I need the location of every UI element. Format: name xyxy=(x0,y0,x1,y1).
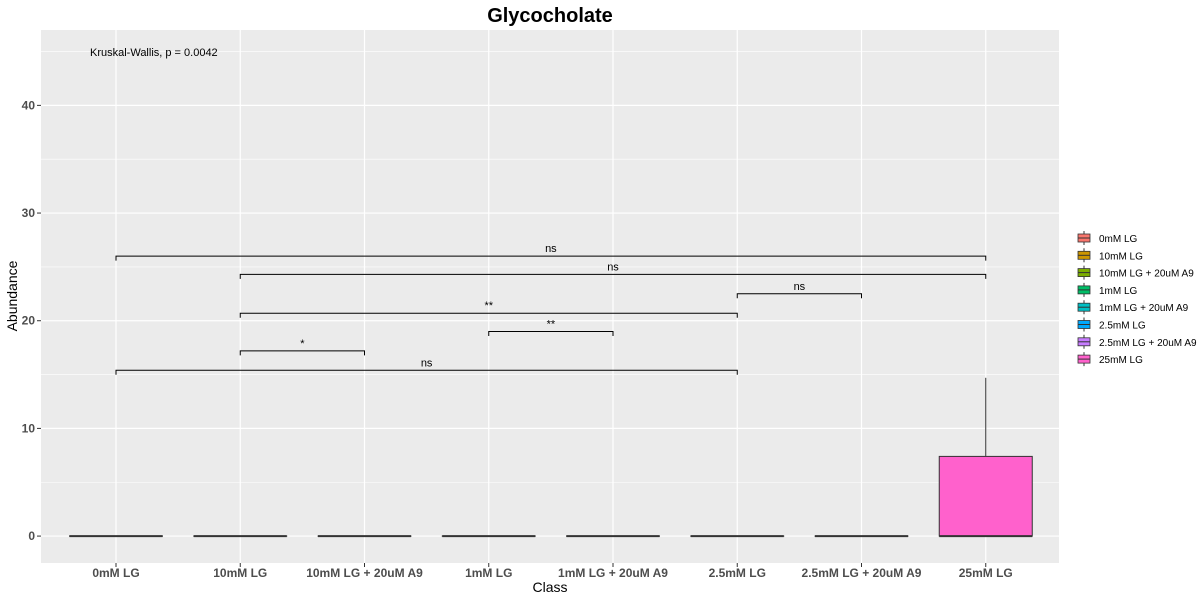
comparison-bracket xyxy=(736,293,862,299)
grid-minor xyxy=(41,51,1059,483)
y-axis: 0 10 20 30 40 xyxy=(22,98,41,543)
y-tick-label: 30 xyxy=(22,206,36,220)
x-tick-label: 0mM LG xyxy=(92,566,139,580)
legend-label: 10mM LG + 20uM A9 xyxy=(1099,269,1194,280)
legend-item: 10mM LG xyxy=(1077,248,1143,263)
comparison-bracket xyxy=(488,330,614,336)
comparison-label: ** xyxy=(484,300,493,312)
legend-item: 0mM LG xyxy=(1077,231,1138,245)
comparison-label: ** xyxy=(547,318,556,330)
box-7 xyxy=(938,455,1033,537)
legend-label: 1mM LG + 20uM A9 xyxy=(1099,303,1189,314)
legend-item: 25mM LG xyxy=(1077,352,1143,367)
legend-label: 25mM LG xyxy=(1099,355,1143,366)
x-tick-label: 1mM LG + 20uM A9 xyxy=(558,566,668,580)
y-tick-label: 40 xyxy=(22,98,36,112)
legend-label: 1mM LG xyxy=(1099,286,1138,297)
legend-item: 2.5mM LG + 20uM A9 xyxy=(1077,334,1197,349)
x-tick-label: 10mM LG xyxy=(213,566,267,580)
x-axis-title: Class xyxy=(532,579,567,595)
legend-item: 2.5mM LG xyxy=(1077,317,1146,332)
comparison-label: ns xyxy=(794,281,806,293)
comparison-bracket xyxy=(239,312,738,318)
legend-item: 1mM LG xyxy=(1077,282,1138,297)
comparison-label: ns xyxy=(421,357,433,369)
comparison-label: ns xyxy=(607,261,619,273)
chart-title: Glycocholate xyxy=(487,5,613,27)
legend-label: 2.5mM LG xyxy=(1099,321,1146,332)
y-tick-label: 20 xyxy=(22,314,36,328)
legend-item: 1mM LG + 20uM A9 xyxy=(1077,300,1189,315)
y-tick-label: 0 xyxy=(28,529,35,543)
comparison-label: ns xyxy=(545,243,557,255)
plot-panel xyxy=(41,30,1059,563)
y-axis-title: Abundance xyxy=(4,260,20,331)
x-tick-label: 25mM LG xyxy=(959,566,1013,580)
x-tick-label: 2.5mM LG + 20uM A9 xyxy=(802,566,922,580)
legend-item: 10mM LG + 20uM A9 xyxy=(1077,265,1194,280)
legend-label: 10mM LG xyxy=(1099,251,1143,262)
kruskal-wallis-annotation: Kruskal-Wallis, p = 0.0042 xyxy=(90,47,218,59)
comparison-bracket xyxy=(115,255,987,261)
comparison-bracket xyxy=(239,350,365,356)
legend-label: 0mM LG xyxy=(1099,234,1138,245)
comparison-bracket xyxy=(115,369,738,375)
x-tick-label: 1mM LG xyxy=(465,566,512,580)
boxes xyxy=(69,377,1033,538)
legend-label: 2.5mM LG + 20uM A9 xyxy=(1099,338,1197,349)
legend: 0mM LG 10mM LG 10mM LG + 20uM A9 1mM LG 1mM … xyxy=(1077,231,1197,367)
comparison-label: * xyxy=(300,338,305,350)
x-tick-label: 10mM LG + 20uM A9 xyxy=(306,566,423,580)
x-tick-label: 2.5mM LG xyxy=(709,566,766,580)
y-tick-label: 10 xyxy=(22,421,36,435)
x-axis: 0mM LG 10mM LG 10mM LG + 20uM A9 1mM LG 1mM … xyxy=(92,563,1013,580)
comparison-bracket xyxy=(239,273,987,279)
